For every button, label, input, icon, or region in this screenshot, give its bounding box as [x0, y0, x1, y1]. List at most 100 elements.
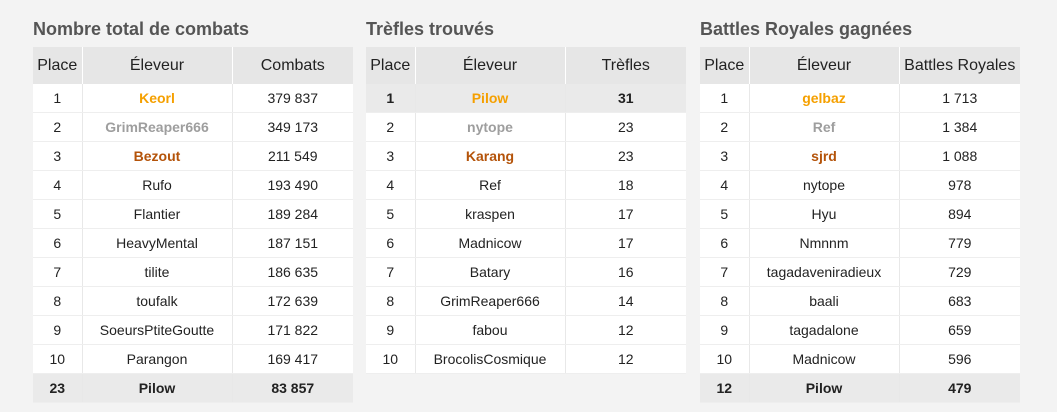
value-cell: 211 549 — [232, 141, 353, 171]
value-cell: 596 — [899, 344, 1020, 374]
header-row: Place Éleveur Battles Royales — [700, 47, 1020, 84]
breeder-name-cell: GrimReaper666 — [415, 286, 566, 316]
value-cell: 83 857 — [232, 373, 353, 403]
breeder-name-cell: SoeursPtiteGoutte — [82, 315, 233, 345]
place-cell: 8 — [700, 286, 750, 316]
breeder-name-cell: Rufo — [82, 170, 233, 200]
value-cell: 379 837 — [232, 84, 353, 113]
breeder-name-cell: Keorl — [82, 84, 233, 113]
breeder-name-cell: Flantier — [82, 199, 233, 229]
table-row: 6 HeavyMental 187 151 — [33, 228, 353, 258]
table-row: 3 Karang 23 — [366, 141, 686, 171]
value-cell: 894 — [899, 199, 1020, 229]
panel-title: Battles Royales gagnées — [700, 19, 913, 39]
value-cell: 12 — [565, 344, 686, 374]
breeder-name-cell: Madnicow — [415, 228, 566, 258]
place-cell: 10 — [366, 344, 416, 374]
column-header-breeder: Éleveur — [82, 47, 233, 84]
place-cell: 5 — [33, 199, 83, 229]
table-row: 5 kraspen 17 — [366, 199, 686, 229]
breeder-name-cell: Ref — [749, 112, 900, 142]
place-cell: 23 — [33, 373, 83, 403]
panel-title: Nombre total de combats — [33, 19, 250, 39]
breeder-name-cell: gelbaz — [749, 84, 900, 113]
table-row: 8 GrimReaper666 14 — [366, 286, 686, 316]
breeder-name-cell: tilite — [82, 257, 233, 287]
table-row: 10 Parangon 169 417 — [33, 344, 353, 374]
breeder-name-cell: tagadalone — [749, 315, 900, 345]
table-row: 4 Ref 18 — [366, 170, 686, 200]
column-header-place: Place — [33, 47, 83, 84]
value-cell: 171 822 — [232, 315, 353, 345]
table-row: 7 tilite 186 635 — [33, 257, 353, 287]
column-header-value: Combats — [232, 47, 353, 84]
leaderboard-table-battles: Place Éleveur Battles Royales 1 gelbaz 1 7… — [700, 47, 1020, 403]
breeder-name-cell: Pilow — [415, 84, 566, 113]
value-cell: 14 — [565, 286, 686, 316]
place-cell: 9 — [33, 315, 83, 345]
value-cell: 18 — [565, 170, 686, 200]
breeder-name-cell: Ref — [415, 170, 566, 200]
breeder-name-cell: Batary — [415, 257, 566, 287]
value-cell: 17 — [565, 199, 686, 229]
value-cell: 779 — [899, 228, 1020, 258]
place-cell: 9 — [700, 315, 750, 345]
table-row: 3 sjrd 1 088 — [700, 141, 1020, 171]
place-cell: 3 — [700, 141, 750, 171]
value-cell: 1 713 — [899, 84, 1020, 113]
value-cell: 189 284 — [232, 199, 353, 229]
table-row: 6 Madnicow 17 — [366, 228, 686, 258]
place-cell: 2 — [366, 112, 416, 142]
place-cell: 7 — [366, 257, 416, 287]
leaderboard-table-combats: Place Éleveur Combats 1 Keorl 379 837 2 Grim… — [33, 47, 353, 403]
current-user-row: 12 Pilow 479 — [700, 373, 1020, 403]
place-cell: 10 — [33, 344, 83, 374]
table-row: 9 tagadalone 659 — [700, 315, 1020, 345]
breeder-name-cell: Karang — [415, 141, 566, 171]
place-cell: 5 — [366, 199, 416, 229]
place-cell: 4 — [700, 170, 750, 200]
leaderboard-table-trefles: Place Éleveur Trèfles 1 Pilow 31 2 nytope 23 3… — [366, 47, 686, 374]
table-row: 3 Bezout 211 549 — [33, 141, 353, 171]
column-header-breeder: Éleveur — [749, 47, 900, 84]
value-cell: 23 — [565, 141, 686, 171]
place-cell: 2 — [700, 112, 750, 142]
place-cell: 6 — [33, 228, 83, 258]
value-cell: 978 — [899, 170, 1020, 200]
breeder-name-cell: Parangon — [82, 344, 233, 374]
table-row: 1 gelbaz 1 713 — [700, 84, 1020, 113]
table-row: 5 Flantier 189 284 — [33, 199, 353, 229]
table-row: 10 Madnicow 596 — [700, 344, 1020, 374]
value-cell: 186 635 — [232, 257, 353, 287]
place-cell: 4 — [33, 170, 83, 200]
table-row: 2 GrimReaper666 349 173 — [33, 112, 353, 142]
column-header-place: Place — [366, 47, 416, 84]
value-cell: 659 — [899, 315, 1020, 345]
place-cell: 3 — [33, 141, 83, 171]
value-cell: 1 088 — [899, 141, 1020, 171]
place-cell: 5 — [700, 199, 750, 229]
panel-battles: Battles Royales gagnées Place Éleveur Ba… — [700, 14, 1020, 403]
place-cell: 2 — [33, 112, 83, 142]
value-cell: 1 384 — [899, 112, 1020, 142]
breeder-name-cell: GrimReaper666 — [82, 112, 233, 142]
table-row: 8 baali 683 — [700, 286, 1020, 316]
value-cell: 23 — [565, 112, 686, 142]
table-row: 2 nytope 23 — [366, 112, 686, 142]
table-row: 10 BrocolisCosmique 12 — [366, 344, 686, 374]
breeder-name-cell: BrocolisCosmique — [415, 344, 566, 374]
table-row: 7 tagadaveniradieux 729 — [700, 257, 1020, 287]
breeder-name-cell: tagadaveniradieux — [749, 257, 900, 287]
value-cell: 683 — [899, 286, 1020, 316]
value-cell: 187 151 — [232, 228, 353, 258]
breeder-name-cell: Hyu — [749, 199, 900, 229]
table-row: 2 Ref 1 384 — [700, 112, 1020, 142]
breeder-name-cell: Bezout — [82, 141, 233, 171]
breeder-name-cell: HeavyMental — [82, 228, 233, 258]
table-row: 9 fabou 12 — [366, 315, 686, 345]
current-user-row: 23 Pilow 83 857 — [33, 373, 353, 403]
breeder-name-cell: sjrd — [749, 141, 900, 171]
breeder-name-cell: nytope — [749, 170, 900, 200]
place-cell: 3 — [366, 141, 416, 171]
